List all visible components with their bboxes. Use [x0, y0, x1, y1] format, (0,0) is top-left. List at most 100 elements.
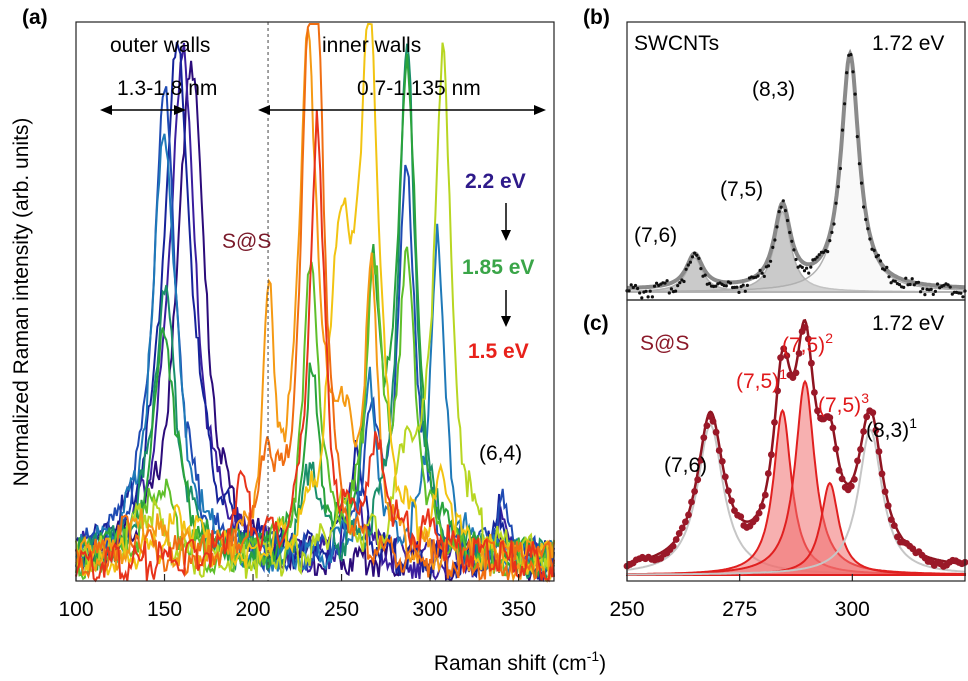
inner-walls-label: inner walls: [322, 34, 421, 57]
panel-c-x-ticks: 250 275 300: [609, 574, 870, 621]
data-point-b: [872, 248, 876, 252]
data-point-c: [801, 324, 809, 331]
data-point-c: [875, 448, 883, 455]
data-point-b: [627, 289, 631, 293]
y-axis-label: Normalized Raman intensity (arb. units): [10, 118, 33, 487]
data-point-b: [756, 274, 760, 278]
data-point-b: [813, 257, 817, 261]
data-point-c: [829, 424, 837, 432]
data-point-b: [762, 274, 766, 278]
fit-peak-b-3: [626, 56, 966, 293]
data-point-b: [904, 276, 908, 280]
panel-b-spectra: [625, 48, 967, 300]
data-point-c: [758, 502, 766, 510]
data-point-b: [933, 289, 938, 293]
data-point-c: [826, 414, 834, 422]
data-point-b: [849, 53, 853, 57]
data-point-b: [684, 267, 688, 271]
data-point-b: [697, 256, 701, 260]
data-point-b: [802, 269, 807, 273]
data-point-c: [737, 513, 745, 521]
data-point-c: [857, 446, 864, 453]
peak-label-7-5-2: (7,5)2: [782, 330, 833, 357]
panel-a: 100 150 200 250 300 350 (a) outer walls inner…: [22, 6, 555, 621]
data-point-c: [764, 470, 772, 477]
data-point-b: [855, 135, 859, 139]
data-point-b: [902, 285, 906, 289]
data-point-b: [843, 102, 847, 106]
data-point-b: [638, 291, 642, 295]
data-point-b: [707, 282, 712, 286]
data-point-b: [931, 292, 935, 296]
data-point-b: [690, 255, 695, 259]
data-point-b: [828, 239, 832, 243]
energy-arrow-1: [501, 203, 511, 241]
data-point-b: [851, 70, 855, 74]
data-point-c: [869, 409, 877, 417]
data-point-b: [741, 283, 745, 287]
x-tick-label-350: 350: [501, 598, 536, 621]
data-point-b: [640, 296, 644, 300]
data-point-c: [712, 428, 720, 436]
data-point-b: [758, 268, 762, 272]
chirality-6-4-label: (6,4): [479, 442, 522, 465]
panel-a-frame: [75, 21, 555, 582]
panel-b-energy: 1.72 eV: [872, 32, 944, 55]
fit-envelope-b: [626, 48, 965, 290]
data-point-c: [774, 387, 781, 395]
data-point-c: [752, 515, 760, 523]
data-point-c: [881, 488, 889, 495]
data-point-b: [785, 218, 790, 223]
data-point-c: [777, 354, 784, 362]
outer-range-label: 1.3-1.8 nm: [117, 77, 217, 100]
data-point-b: [703, 273, 707, 277]
panel-c: 250 275 300 (c) S@S 1.72 eV (7,5)2 (7,5)1 …: [583, 299, 968, 621]
x-tick-label-250: 250: [324, 598, 359, 621]
energy-mid-label: 1.85 eV: [462, 256, 534, 279]
data-point-b: [695, 253, 699, 257]
data-point-b: [834, 201, 838, 205]
panel-b-title: SWCNTs: [634, 32, 719, 55]
data-point-c: [811, 389, 818, 396]
data-point-c: [771, 419, 778, 426]
data-point-b: [779, 205, 783, 209]
data-point-c: [678, 524, 686, 532]
peak-label-7-5-b: (7,5): [720, 178, 763, 201]
data-point-b: [771, 245, 775, 249]
data-point-c: [860, 428, 867, 435]
data-point-b: [794, 257, 798, 262]
data-point-b: [745, 283, 750, 287]
data-point-b: [644, 289, 648, 293]
data-point-b: [792, 248, 796, 252]
data-point-b: [885, 265, 889, 269]
panel-b: (b) SWCNTs 1.72 eV (8,3) (7,5) (7,6): [583, 6, 967, 301]
data-point-b: [766, 264, 771, 268]
data-point-b: [948, 285, 952, 289]
data-point-c: [847, 482, 855, 490]
data-point-b: [868, 237, 872, 241]
data-point-b: [735, 285, 739, 289]
data-point-b: [950, 292, 954, 296]
spectrum-line-9: [75, 42, 555, 579]
spectrum-line-12: [75, 23, 555, 581]
fit-peak-c-5: [626, 428, 966, 576]
data-point-c: [700, 434, 708, 441]
data-point-b: [826, 250, 830, 254]
data-point-b: [669, 287, 674, 291]
data-point-c: [721, 473, 729, 481]
data-point-b: [887, 275, 891, 279]
panel-a-spectra: [75, 23, 555, 583]
data-point-c: [792, 369, 800, 377]
data-point-b: [817, 253, 821, 257]
data-point-c: [682, 518, 689, 526]
data-point-b: [650, 295, 655, 299]
data-point-b: [923, 293, 927, 297]
data-point-b: [878, 259, 883, 263]
x-axis-label: Raman shift (cm-1): [434, 648, 606, 675]
data-point-b: [862, 205, 866, 209]
data-point-b: [840, 128, 845, 132]
data-point-b: [864, 217, 868, 222]
data-point-c: [675, 530, 683, 537]
data-point-b: [699, 267, 703, 271]
